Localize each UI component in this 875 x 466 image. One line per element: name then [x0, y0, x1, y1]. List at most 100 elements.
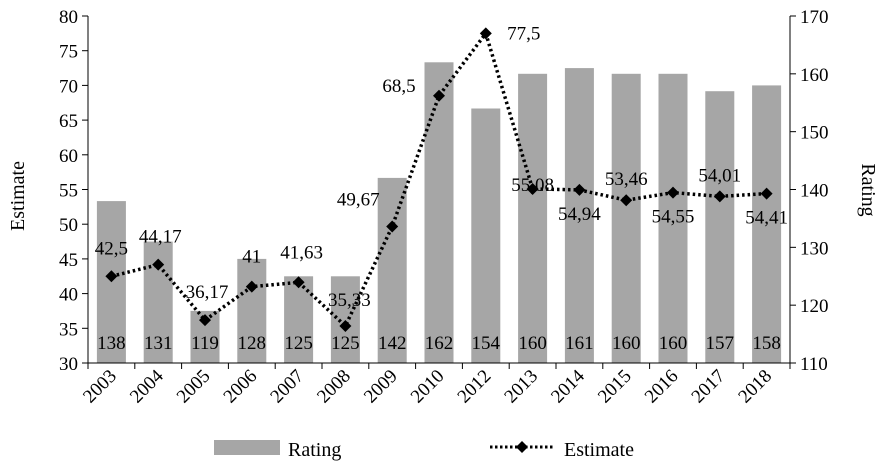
estimate-value-label: 55,08 [511, 175, 554, 196]
estimate-marker [713, 190, 726, 203]
estimate-marker [760, 187, 773, 200]
left-tick-label: 80 [59, 7, 78, 28]
rating-bars [96, 62, 782, 364]
rating-value-label: 154 [472, 333, 501, 354]
estimate-marker [152, 258, 165, 271]
left-tick-label: 65 [59, 111, 78, 132]
x-tick-label: 2010 [407, 366, 449, 408]
left-tick-label: 30 [59, 354, 78, 375]
x-tick-label: 2017 [688, 366, 730, 408]
left-tick-label: 35 [59, 319, 78, 340]
rating-bar [330, 276, 360, 364]
right-tick-label: 120 [800, 296, 829, 317]
right-tick-label: 130 [800, 238, 829, 259]
rating-bar [564, 68, 594, 363]
estimate-value-label: 42,5 [95, 238, 128, 259]
left-tick-label: 75 [59, 42, 78, 63]
rating-value-label: 157 [706, 333, 735, 354]
estimate-marker [386, 220, 399, 233]
estimate-marker [526, 182, 539, 195]
right-tick-label: 150 [800, 123, 829, 144]
x-tick-label: 2013 [500, 366, 542, 408]
estimate-value-label: 41 [242, 247, 261, 268]
rating-value-label: 138 [97, 333, 126, 354]
x-tick-label: 2018 [734, 366, 776, 408]
x-tick-label: 2006 [220, 366, 262, 408]
estimate-marker [573, 183, 586, 196]
estimate-line-path [110, 29, 767, 329]
rating-bar [237, 258, 267, 363]
estimate-value-label: 68,5 [382, 76, 415, 97]
rating-value-label: 160 [612, 333, 641, 354]
estimate-value-label: 54,55 [652, 207, 695, 228]
rating-bar [518, 73, 548, 364]
estimate-value-label: 53,46 [605, 169, 648, 190]
estimate-marker [105, 270, 118, 283]
left-tick-label: 45 [59, 250, 78, 271]
left-tick-label: 50 [59, 215, 78, 236]
estimate-marker [433, 89, 445, 102]
rating-value-label: 160 [659, 333, 688, 354]
data-labels: 138 131 119 128 125 125 142 162 154 160 161 160 160 1… [95, 23, 788, 354]
rating-bar [471, 108, 501, 363]
rating-value-label: 162 [425, 333, 454, 354]
rating-value-label: 161 [565, 333, 594, 354]
left-axis-title: Estimate [7, 161, 29, 231]
legend-label-rating: Rating [288, 439, 341, 461]
rating-value-label: 160 [518, 333, 547, 354]
rating-value-label: 125 [331, 333, 360, 354]
rating-value-label: 158 [752, 333, 781, 354]
x-tick-label: 2007 [266, 366, 308, 408]
rating-bar [705, 91, 735, 363]
rating-bar [611, 73, 641, 364]
estimate-value-label: 77,5 [507, 23, 540, 44]
x-tick-label: 2009 [360, 366, 402, 408]
estimate-marker [199, 314, 211, 327]
x-tick-label: 2004 [126, 365, 168, 407]
left-tick-label: 70 [59, 76, 78, 97]
left-tick-label: 40 [59, 285, 78, 306]
right-axis-title: Rating [857, 163, 875, 216]
x-tick-label: 2005 [173, 366, 215, 408]
rating-bar [377, 177, 407, 363]
legend: Rating Estimate [214, 439, 634, 461]
right-tick-label: 160 [800, 65, 829, 86]
rating-value-label: 131 [144, 333, 173, 354]
estimate-value-label: 54,94 [558, 204, 601, 225]
x-tick-label: 2003 [79, 366, 121, 408]
rating-bar [658, 73, 688, 364]
estimate-marker [245, 280, 258, 293]
legend-swatch-estimate-marker [516, 441, 528, 453]
estimate-marker [479, 27, 492, 40]
right-tick-label: 140 [800, 181, 829, 202]
estimate-value-label: 41,63 [280, 242, 323, 263]
x-tick-label: 2015 [594, 366, 636, 408]
rating-bar [752, 85, 782, 364]
legend-swatch-rating [214, 440, 280, 455]
x-tick-label: 2014 [547, 365, 589, 407]
estimate-marker [339, 320, 352, 333]
right-tick-label: 110 [800, 354, 828, 375]
right-tick-label: 170 [800, 7, 829, 28]
rating-value-label: 128 [238, 333, 267, 354]
estimate-value-label: 44,17 [139, 227, 182, 248]
estimate-marker [620, 194, 633, 207]
estimate-line [105, 27, 773, 333]
rating-bar [424, 62, 454, 364]
x-tick-label: 2012 [454, 366, 496, 408]
estimate-value-label: 49,67 [337, 189, 380, 210]
left-tick-label: 60 [59, 146, 78, 167]
estimate-value-label: 54,01 [698, 165, 741, 186]
rating-value-label: 125 [284, 333, 313, 354]
estimate-marker [292, 276, 305, 289]
x-tick-label: 2008 [313, 366, 355, 408]
rating-value-label: 119 [191, 333, 219, 354]
left-tick-label: 55 [59, 181, 78, 202]
x-tick-label: 2016 [641, 366, 683, 408]
estimate-marker [667, 186, 679, 199]
legend-label-estimate: Estimate [564, 439, 634, 461]
estimate-value-label: 35,33 [328, 290, 371, 311]
rating-value-label: 142 [378, 333, 407, 354]
estimate-value-label: 36,17 [186, 282, 229, 303]
